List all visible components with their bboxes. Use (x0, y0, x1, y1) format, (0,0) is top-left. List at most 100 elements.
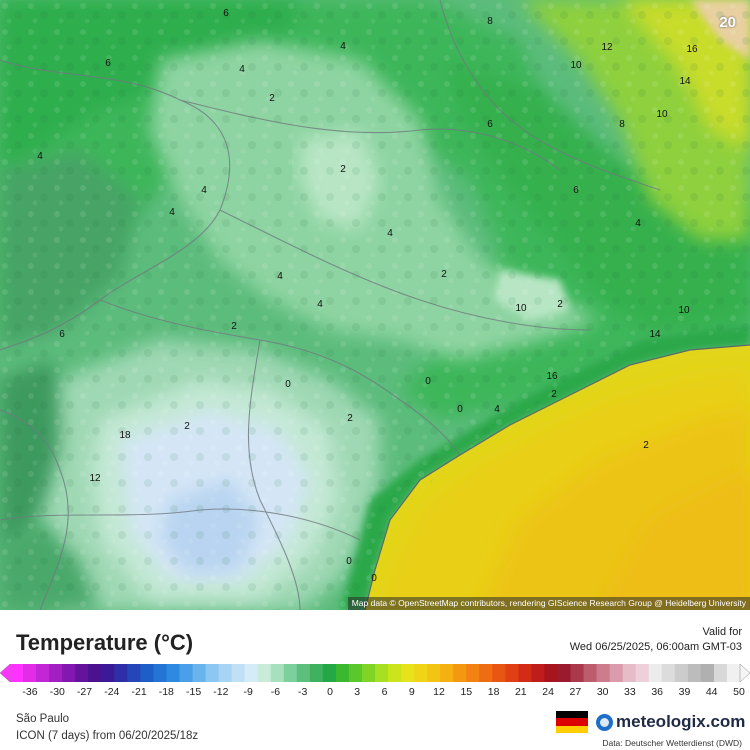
contour-label: 4 (239, 64, 245, 75)
coastline (364, 344, 750, 610)
colorbar-segment (361, 664, 376, 682)
colorbar-segment (127, 664, 141, 682)
scale-tick-label: 44 (705, 686, 718, 698)
contour-label: 8 (487, 16, 493, 27)
scale-tick-label: -12 (213, 686, 229, 698)
contour-labels: 6 8 12 16 10 14 4 2 6 4 8 10 6 4 2 4 6 4 4 4 2 4 2 4 10 2 10 6 14 16 2… (37, 8, 698, 584)
colorbar-segment (596, 664, 611, 682)
contour-label: 6 (487, 119, 493, 130)
contour-label: 4 (635, 218, 641, 229)
scale-tick-label: 36 (651, 686, 664, 698)
contour-label: 2 (340, 164, 346, 175)
temperature-colorbar (0, 663, 750, 683)
contour-label: 4 (277, 271, 283, 282)
scale-tick-label: 6 (381, 686, 388, 698)
colorbar-segment (335, 664, 350, 682)
scale-tick-label: 39 (678, 686, 691, 698)
contour-label: 0 (457, 404, 463, 415)
ocean-warmest (600, 470, 750, 610)
scale-tick-label: 3 (354, 686, 361, 698)
colorbar-segment (661, 664, 676, 682)
colorbar-segment (453, 664, 467, 682)
contour-label: 4 (169, 207, 175, 218)
scale-tick-label: -6 (270, 686, 281, 698)
contour-label: 4 (201, 185, 207, 196)
scale-tick-label: 12 (433, 686, 445, 698)
colorbar-segment (427, 664, 441, 682)
colorbar-segment (153, 664, 168, 682)
contour-label: 2 (643, 440, 649, 451)
colorbar-segment (687, 664, 702, 682)
scale-tick-label: -36 (22, 686, 38, 698)
colorbar-segment (296, 664, 311, 682)
scale-tick-label: 50 (733, 686, 745, 698)
contour-label: 2 (551, 389, 557, 400)
contour-label: 14 (679, 76, 691, 87)
colorbar-segment (583, 664, 598, 682)
colorbar-segment (10, 664, 24, 682)
colorbar-segment (635, 664, 650, 682)
colorbar-min-arrow (0, 663, 11, 683)
contour-label: 8 (619, 119, 625, 130)
colorbar-segment (231, 664, 246, 682)
colorbar-segment (648, 664, 663, 682)
colorbar-segment (609, 664, 624, 682)
colorbar-segment (479, 664, 493, 682)
contour-label: 6 (223, 8, 229, 19)
colorbar-segment (205, 664, 220, 682)
contour-label: 0 (371, 573, 377, 584)
scale-tick-label: 21 (514, 686, 527, 698)
colorbar-segment (49, 664, 63, 682)
contour-label: 0 (425, 376, 431, 387)
scale-tick-label: 30 (596, 686, 609, 698)
contour-label: 16 (546, 371, 558, 382)
colorbar-segment (440, 664, 454, 682)
map-attribution[interactable]: Map data © OpenStreetMap contributors, r… (347, 597, 750, 610)
colorbar-segment (257, 664, 272, 682)
scale-tick-label: -21 (131, 686, 147, 698)
contour-label: 2 (269, 93, 275, 104)
colorbar-segment (140, 664, 154, 682)
scale-tick-label: -24 (104, 686, 120, 698)
colorbar-segment (414, 664, 428, 682)
scale-tick-label: 9 (408, 686, 415, 698)
colorbar-max-arrow (739, 663, 750, 683)
map-canvas: 6 8 12 16 10 14 4 2 6 4 8 10 6 4 2 4 6 4 4 4 2 4 2 4 10 2 10 6 14 16 2… (0, 0, 750, 610)
contour-label: 6 (573, 185, 579, 196)
colorbar-segment (401, 664, 415, 682)
colorbar-segment (570, 664, 585, 682)
colorbar-segment (674, 664, 689, 682)
colorbar-segment (713, 664, 728, 682)
contour-label: 4 (340, 41, 346, 52)
colorbar-segment (101, 664, 115, 682)
colorbar-segment (283, 664, 298, 682)
scale-tick-label: 27 (569, 686, 582, 698)
corner-temperature-value: 20 (719, 14, 736, 31)
colorbar-segment (244, 664, 259, 682)
contour-label: 4 (387, 228, 393, 239)
contour-label: 4 (317, 299, 323, 310)
valid-for-label: Valid for (702, 626, 742, 638)
meteologix-logo[interactable]: meteologix.com (596, 711, 745, 733)
colorbar-segment (62, 664, 76, 682)
valid-time: Wed 06/25/2025, 06:00am GMT-03 (569, 641, 742, 653)
scale-tick-label: -18 (158, 686, 174, 698)
colorbar-segment (557, 664, 572, 682)
scale-tick-label: -3 (298, 686, 308, 698)
contour-label: 12 (601, 42, 613, 53)
contour-label: 2 (231, 321, 237, 332)
colorbar-segment (505, 664, 519, 682)
colorbar-segment (179, 664, 194, 682)
contour-label: 10 (656, 109, 668, 120)
legend-panel: Temperature (°C) Valid for Wed 06/25/202… (0, 610, 750, 750)
colorbar-segment (348, 664, 363, 682)
colorbar-segment (322, 664, 337, 682)
colorbar-segment (700, 664, 715, 682)
contour-label: 6 (105, 58, 111, 69)
germany-flag-icon (556, 711, 588, 733)
temperature-map[interactable]: 6 8 12 16 10 14 4 2 6 4 8 10 6 4 2 4 6 4 4 4 2 4 2 4 10 2 10 6 14 16 2… (0, 0, 750, 610)
colorbar-segment (23, 664, 37, 682)
contour-label: 2 (441, 269, 447, 280)
scale-tick-label: 0 (327, 686, 333, 698)
colorbar-segment (518, 664, 533, 682)
